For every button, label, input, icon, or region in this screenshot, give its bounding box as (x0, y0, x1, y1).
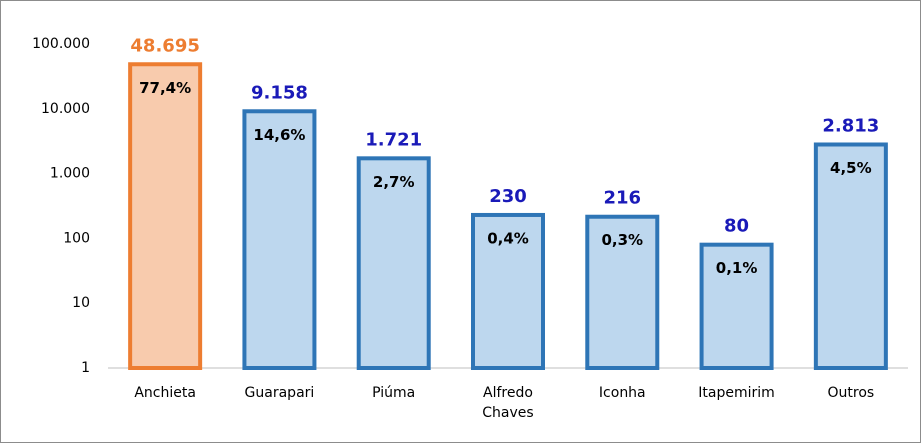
percent-label: 0,1% (716, 259, 758, 277)
x-tick-label: Piúma (372, 385, 416, 401)
x-tick-label: Guarapari (244, 385, 315, 401)
percent-label: 0,4% (487, 229, 529, 247)
x-tick-label: Itapemirim (698, 385, 775, 401)
bar (242, 109, 317, 370)
x-tick-label: Outros (827, 385, 875, 401)
bar (356, 156, 431, 370)
value-label: 2.813 (822, 115, 879, 136)
value-label: 9.158 (251, 82, 308, 103)
y-tick-label: 100.000 (32, 36, 90, 52)
bar (128, 62, 203, 371)
percent-label: 4,5% (830, 159, 872, 177)
value-label: 80 (724, 216, 749, 237)
y-tick-label: 10.000 (41, 101, 90, 117)
value-label: 48.695 (130, 35, 199, 56)
percent-label: 77,4% (139, 79, 191, 97)
value-label: 230 (489, 186, 527, 207)
percent-label: 0,3% (601, 231, 643, 249)
value-label: 1.721 (365, 129, 422, 150)
bar (813, 142, 888, 370)
bar (471, 212, 545, 370)
y-tick-label: 1.000 (50, 166, 90, 182)
x-tick-label: Alfredo Chaves (482, 385, 534, 421)
x-tick-label: Iconha (598, 385, 646, 401)
y-tick-label: 10 (72, 295, 90, 311)
y-tick-label: 1 (81, 360, 90, 376)
bar (585, 214, 660, 370)
percent-label: 14,6% (253, 126, 305, 144)
bar (699, 242, 774, 370)
y-tick-label: 100 (63, 230, 90, 246)
percent-label: 2,7% (373, 173, 415, 191)
x-tick-label: Anchieta (134, 385, 196, 401)
value-label: 216 (603, 188, 641, 209)
